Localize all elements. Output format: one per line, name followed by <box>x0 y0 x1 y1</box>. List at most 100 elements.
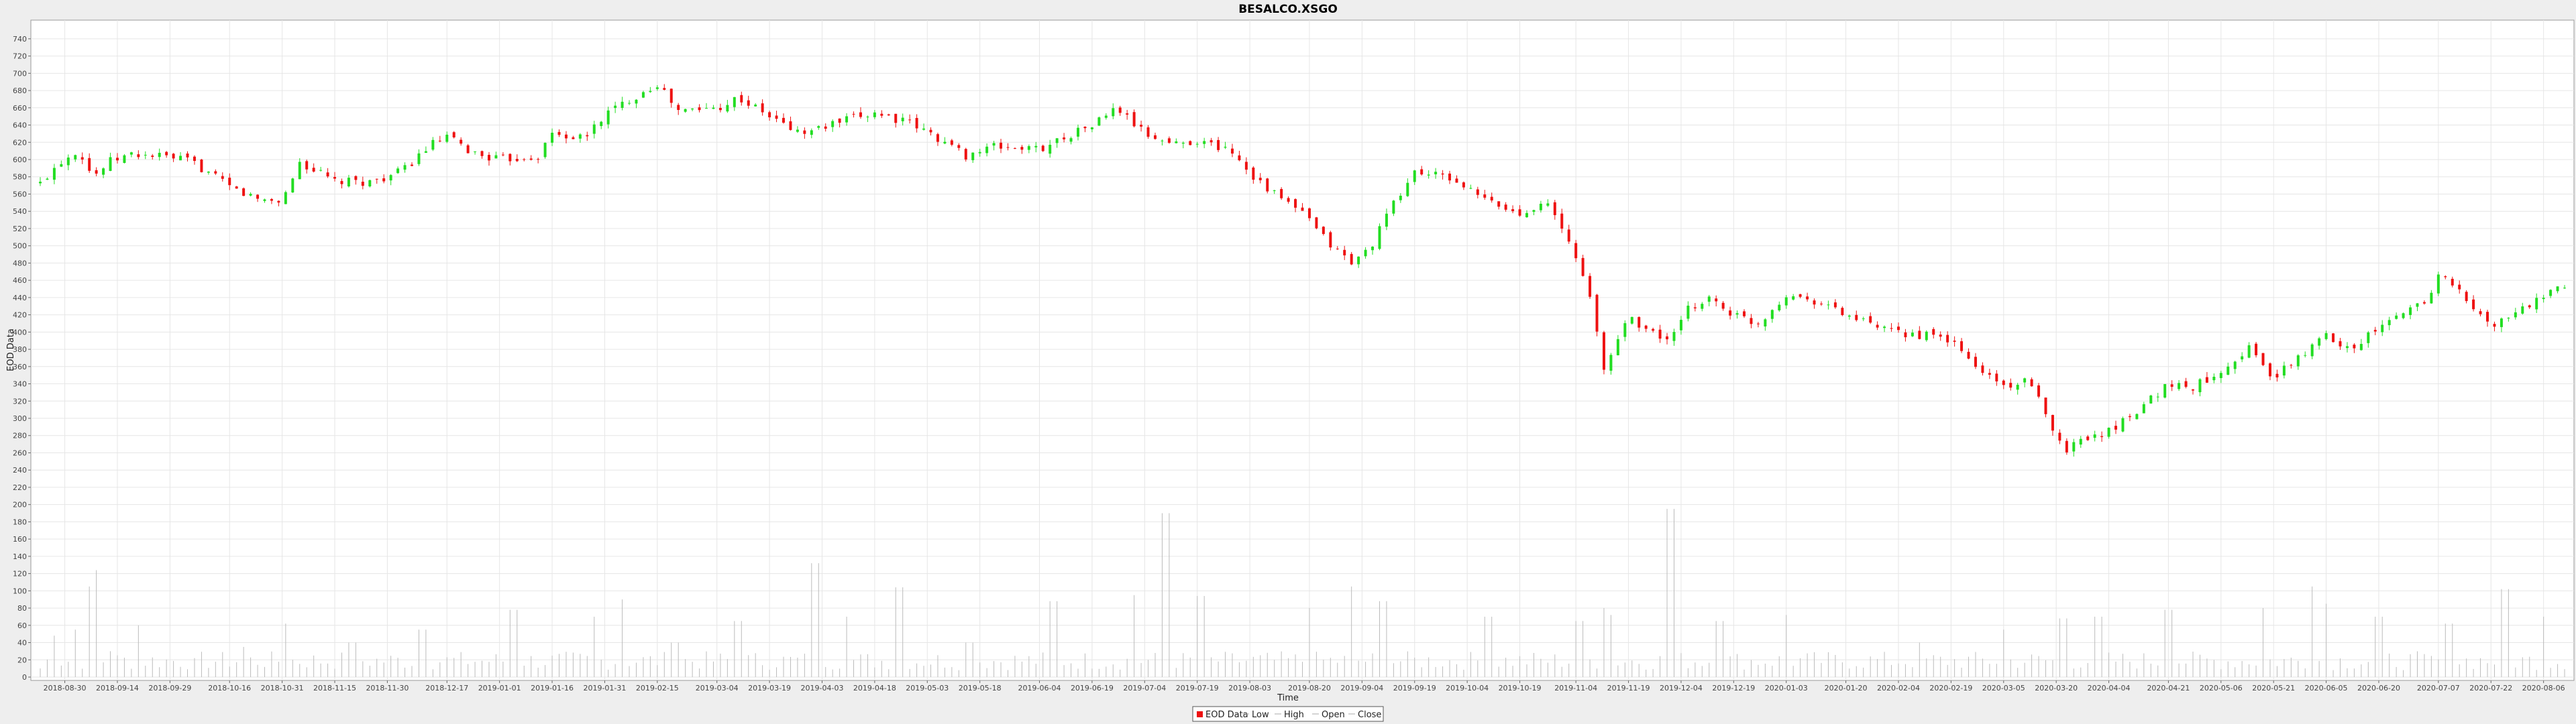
legend-item-low: Low <box>1252 710 1269 720</box>
candle-body <box>2072 442 2076 452</box>
candle-body <box>1946 335 1949 343</box>
candle-body <box>649 90 652 93</box>
y-tick-label: 740 <box>13 35 27 44</box>
candle-body <box>515 159 519 162</box>
x-tick-label: 2018-11-30 <box>366 684 409 692</box>
candle-body <box>600 121 603 127</box>
candle-body <box>894 113 898 123</box>
y-tick-label: 20 <box>17 656 27 664</box>
candle-body <box>1672 332 1676 341</box>
candle-body <box>347 178 350 187</box>
candle-body <box>1679 320 1682 330</box>
candle-body <box>2268 363 2271 377</box>
y-tick-label: 180 <box>13 518 27 526</box>
y-tick-label: 440 <box>13 294 27 302</box>
candle-body <box>950 140 953 145</box>
candle-body <box>2037 385 2041 397</box>
candle-body <box>1525 213 1528 218</box>
candle-body <box>852 113 855 115</box>
candle-body <box>403 165 407 170</box>
candle-body <box>1027 146 1030 150</box>
candle-body <box>1266 178 1269 192</box>
candle-body <box>1385 213 1388 227</box>
candle-body <box>1041 145 1044 152</box>
candle-body <box>2324 333 2328 339</box>
x-tick-label: 2018-10-31 <box>261 684 304 692</box>
candle-body <box>326 172 329 177</box>
candle-body <box>2373 330 2377 332</box>
candle-body <box>1329 232 1332 248</box>
candle-body <box>1953 341 1956 342</box>
candle-body <box>501 154 504 156</box>
candle-body <box>1876 324 1879 328</box>
candle-body <box>95 170 98 174</box>
candle-body <box>1574 243 1578 259</box>
candle-body <box>2275 373 2279 378</box>
candle-body <box>1069 138 1073 142</box>
candle-body <box>2310 344 2314 357</box>
candle-body <box>1153 135 1157 139</box>
y-tick-label: 520 <box>13 225 27 233</box>
x-tick-label: 2020-05-21 <box>2252 684 2295 692</box>
candle-body <box>1560 213 1564 229</box>
candle-body <box>221 176 224 179</box>
candle-body <box>1918 330 1921 339</box>
x-tick-label: 2020-06-20 <box>2357 684 2400 692</box>
candle-body <box>1287 198 1290 202</box>
candle-body <box>361 182 364 186</box>
candle-body <box>1855 314 1858 320</box>
candle-body <box>2121 418 2125 432</box>
candle-body <box>228 178 231 186</box>
candle-body <box>1750 318 1753 324</box>
candle-body <box>572 137 575 139</box>
candle-body <box>606 110 610 125</box>
candle-body <box>487 154 490 161</box>
candle-body <box>537 159 540 160</box>
y-tick-label: 600 <box>13 156 27 164</box>
x-tick-label: 2019-06-19 <box>1071 684 1114 692</box>
candle-body <box>971 152 975 160</box>
candle-body <box>2156 396 2159 398</box>
candle-body <box>39 182 42 184</box>
x-tick-label: 2020-02-04 <box>1877 684 1920 692</box>
candle-body <box>2535 298 2538 310</box>
candle-body <box>2451 278 2454 286</box>
candle-body <box>1097 117 1101 126</box>
candle-body <box>66 158 70 166</box>
legend-item-high: High <box>1284 710 1304 720</box>
candle-body <box>1343 249 1346 255</box>
candle-body <box>1658 329 1662 339</box>
candle-body <box>592 124 596 134</box>
candle-body <box>2023 378 2027 383</box>
candle-body <box>1406 182 1409 196</box>
y-tick-label: 420 <box>13 311 27 320</box>
candle-body <box>2353 345 2356 349</box>
candle-body <box>2395 315 2398 319</box>
candle-body <box>396 168 400 174</box>
candle-body <box>263 199 266 201</box>
x-tick-label: 2020-03-20 <box>2035 684 2078 692</box>
y-tick-label: 120 <box>13 570 27 579</box>
x-tick-label: 2020-01-03 <box>1765 684 1808 692</box>
candle-body <box>382 178 386 182</box>
candle-body <box>102 168 105 175</box>
candle-body <box>1721 302 1725 309</box>
candle-body <box>1799 294 1802 297</box>
y-tick-label: 400 <box>13 328 27 337</box>
candle-body <box>1104 115 1108 118</box>
candle-body <box>2521 306 2524 314</box>
candle-body <box>1925 331 1928 341</box>
y-tick-label: 340 <box>13 380 27 389</box>
candle-body <box>137 154 140 158</box>
candle-body <box>838 118 841 123</box>
candle-body <box>52 168 56 180</box>
candle-body <box>333 177 337 179</box>
candle-body <box>845 116 849 123</box>
x-tick-label: 2019-08-03 <box>1228 684 1271 692</box>
y-tick-label: 580 <box>13 173 27 182</box>
y-tick-label: 0 <box>22 673 27 682</box>
candle-body <box>754 105 757 107</box>
y-tick-label: 160 <box>13 535 27 544</box>
candle-body <box>578 134 582 139</box>
candle-body <box>2304 355 2307 356</box>
